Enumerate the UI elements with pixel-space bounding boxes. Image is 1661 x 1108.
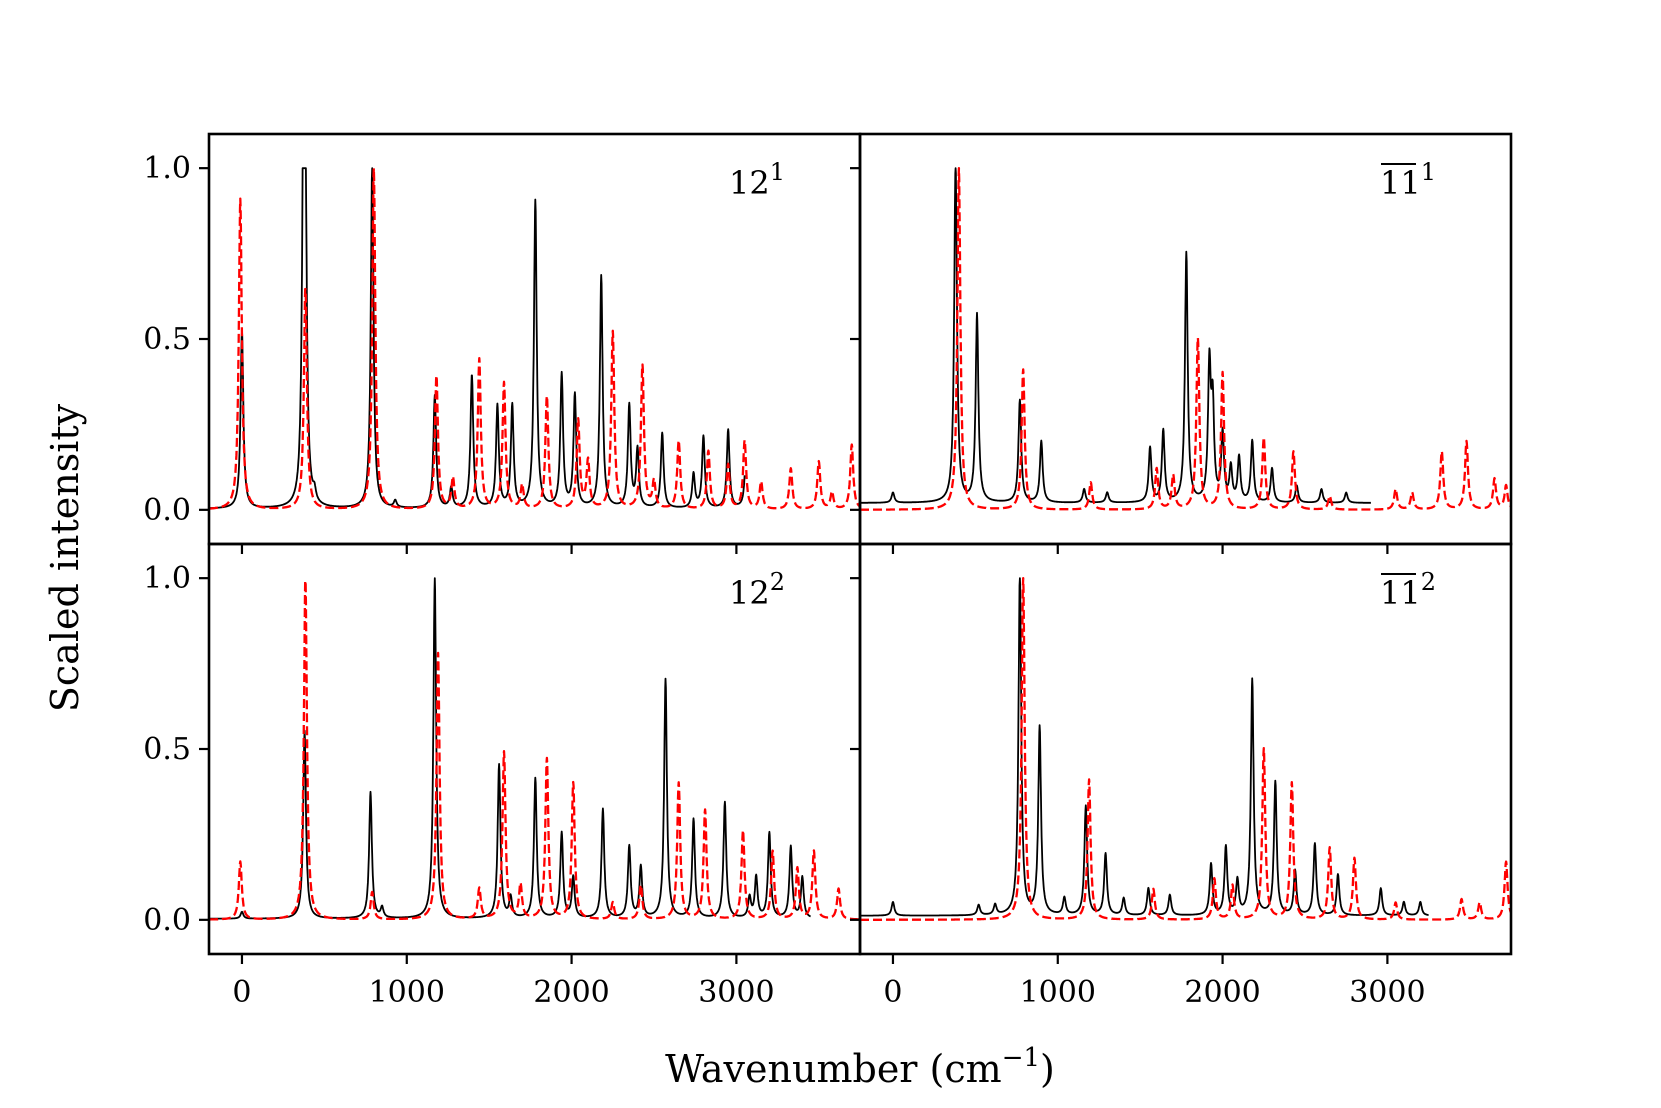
series-line-solid [860, 167, 1372, 504]
x-tick-label: 0 [883, 975, 902, 1010]
panel-4: 0 1000 2000 3000 112 [850, 542, 1513, 1010]
series-line-dashed [209, 167, 860, 510]
x-tick-label: 1000 [1020, 975, 1096, 1010]
x-tick-label: 2000 [533, 975, 609, 1010]
y-tick-label: 0.0 [143, 493, 191, 528]
series-line-solid [209, 167, 746, 510]
y-tick-label: 0.5 [143, 322, 191, 357]
panel-label: 122 [729, 568, 785, 612]
x-axis-label-main: Wavenumber (cm [665, 1047, 1002, 1091]
panel-label-base: 11 [1380, 574, 1421, 612]
panel-label-superscript: 1 [1421, 158, 1436, 186]
x-tick-label: 2000 [1184, 975, 1260, 1010]
y-tick-label: 1.0 [143, 561, 191, 596]
series-line-dashed [860, 167, 1511, 511]
y-tick-label: 0.0 [143, 903, 191, 938]
series-line-dashed [860, 577, 1511, 921]
plot-area [209, 167, 860, 510]
y-tick-label: 1.0 [143, 151, 191, 186]
panel-2: 111 [850, 132, 1513, 554]
plot-area [860, 577, 1511, 921]
x-tick-label: 0 [232, 975, 251, 1010]
panel-label: 121 [729, 158, 785, 202]
x-axis-label-close: ) [1040, 1047, 1055, 1091]
plot-area [860, 167, 1511, 511]
panel-label-superscript: 1 [770, 158, 785, 186]
y-tick-label: 0.5 [143, 732, 191, 767]
x-tick-label: 3000 [698, 975, 774, 1010]
panel-label-base: 12 [729, 574, 770, 612]
panel-label-base: 11 [1380, 164, 1421, 202]
x-axis-label-exponent: −1 [1002, 1043, 1040, 1073]
panel-label-superscript: 2 [770, 568, 785, 596]
x-tick-label: 3000 [1349, 975, 1425, 1010]
y-axis-label: Scaled intensity [43, 403, 87, 712]
panel-label: 112 [1380, 568, 1436, 612]
x-tick-label: 1000 [369, 975, 445, 1010]
plot-area [209, 577, 860, 921]
panel-label-base: 12 [729, 164, 770, 202]
x-axis-label: Wavenumber (cm−1) [665, 1043, 1055, 1091]
panel-label: 111 [1380, 158, 1436, 202]
panel-label-superscript: 2 [1421, 568, 1436, 596]
series-line-dashed [209, 579, 860, 921]
